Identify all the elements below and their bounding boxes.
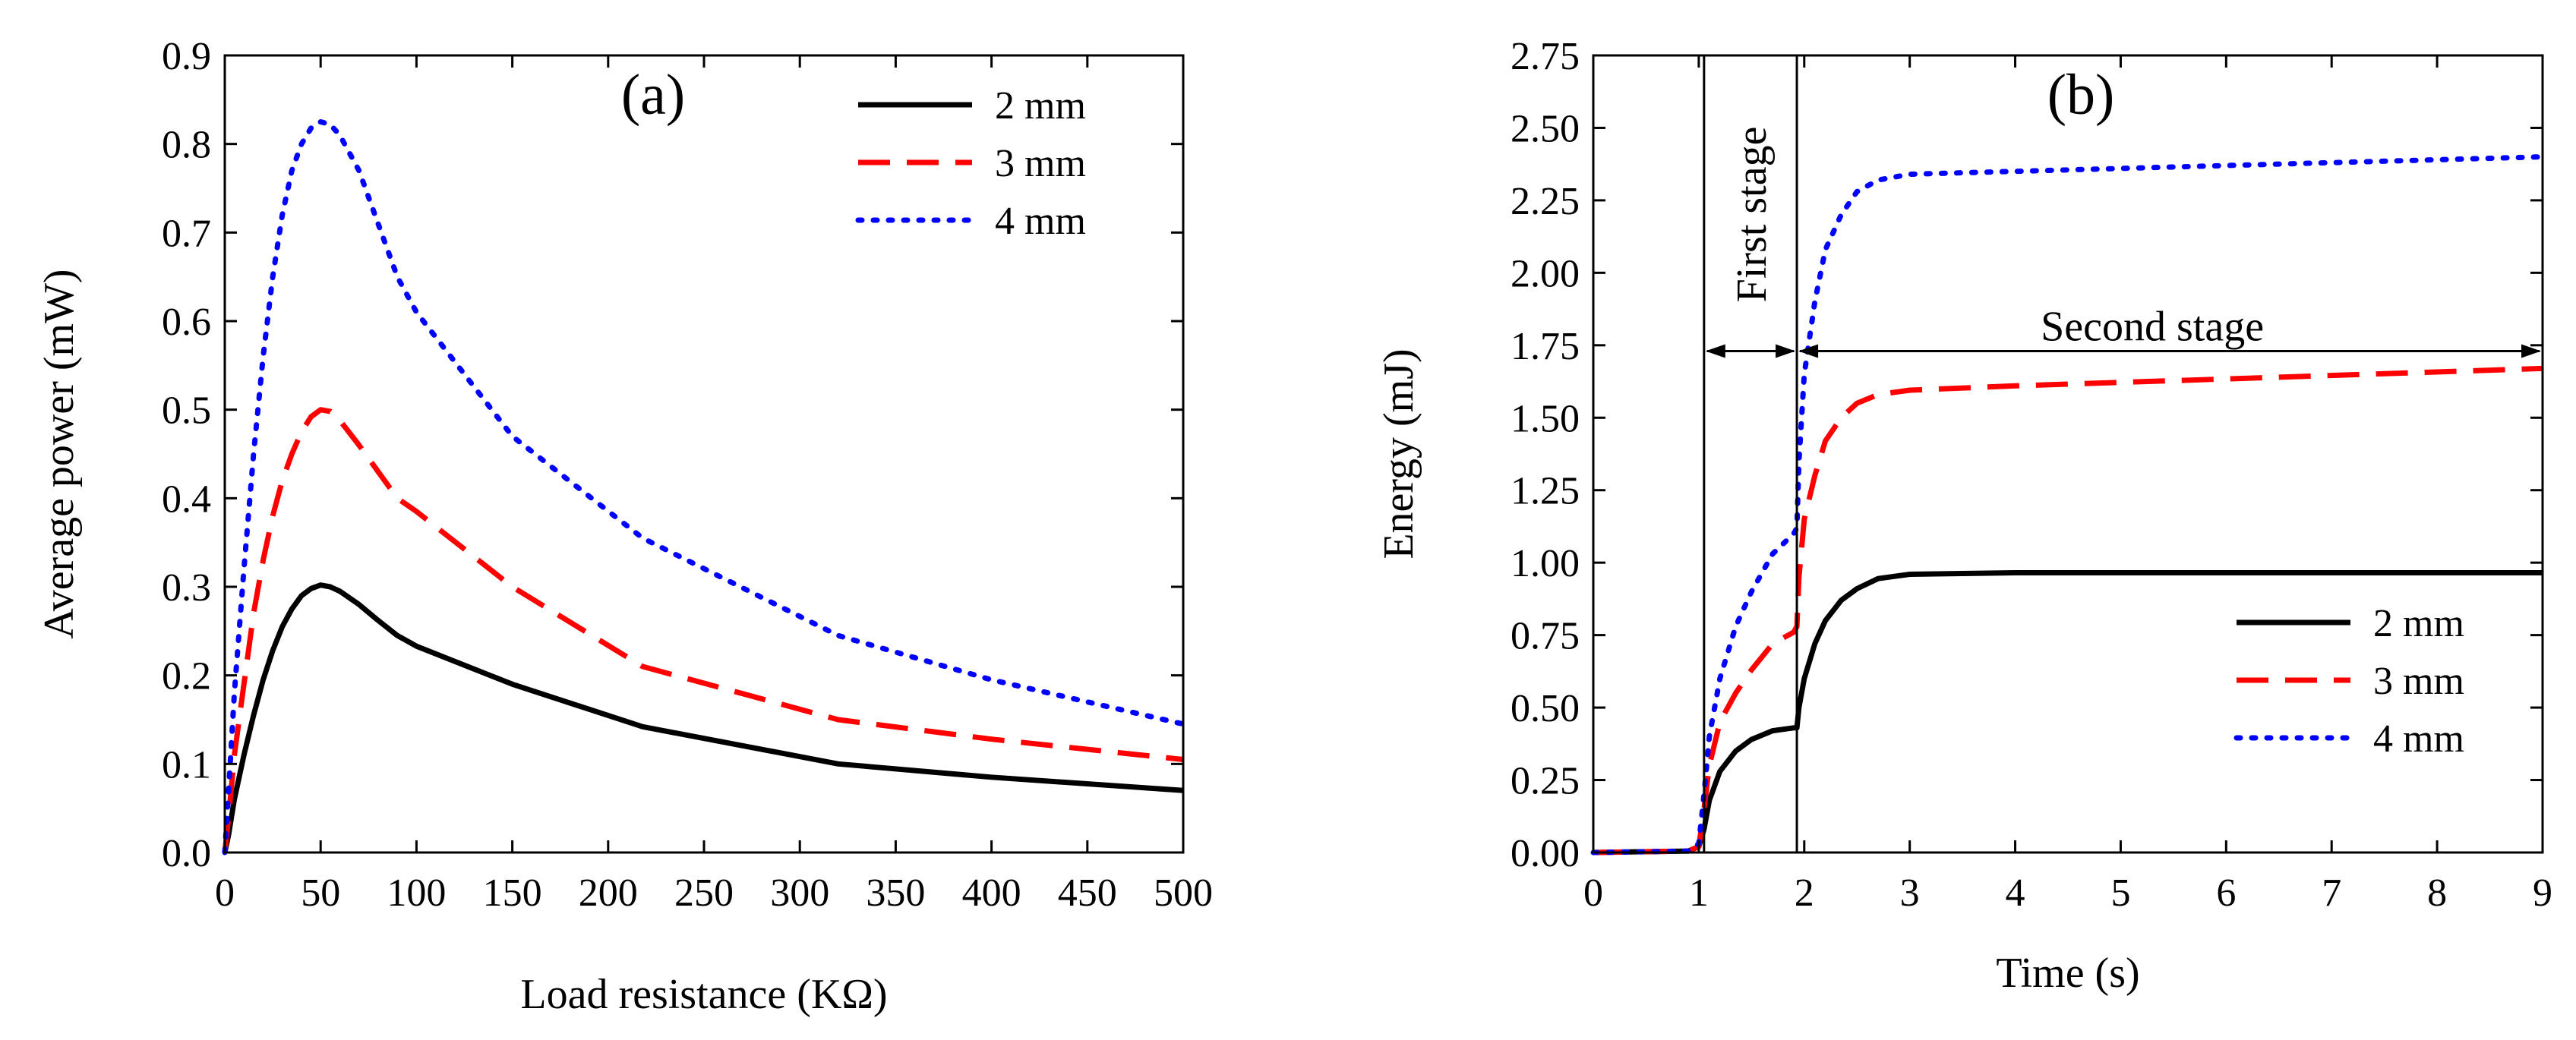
y-tick-label: 2.50 bbox=[1511, 107, 1580, 150]
y-tick-label: 2.25 bbox=[1511, 180, 1580, 223]
panel-b-x-axis-label: Time (s) bbox=[1996, 950, 2139, 997]
panel-a-label: (a) bbox=[621, 63, 685, 127]
y-tick-label: 0.2 bbox=[162, 655, 211, 698]
x-tick-label: 4 bbox=[2006, 871, 2025, 915]
x-tick-label: 50 bbox=[301, 871, 340, 915]
x-tick-label: 250 bbox=[674, 871, 734, 915]
x-tick-label: 1 bbox=[1689, 871, 1709, 915]
panel-b-stage-annotations: First stage Second stage bbox=[1703, 55, 2541, 852]
y-tick-label: 0.75 bbox=[1511, 615, 1580, 658]
y-tick-label: 2.00 bbox=[1511, 252, 1580, 295]
x-tick-label: 9 bbox=[2533, 871, 2552, 915]
x-tick-label: 6 bbox=[2216, 871, 2236, 915]
first-stage-label: First stage bbox=[1728, 127, 1776, 303]
y-tick-label: 0.6 bbox=[162, 301, 211, 344]
y-tick-label: 0.1 bbox=[162, 743, 211, 786]
x-tick-label: 150 bbox=[483, 871, 542, 915]
x-tick-label: 450 bbox=[1058, 871, 1117, 915]
y-tick-label: 0.9 bbox=[162, 35, 211, 78]
x-tick-label: 350 bbox=[866, 871, 925, 915]
y-tick-label: 1.75 bbox=[1511, 325, 1580, 368]
panel-b-chart: 0 1 2 3 4 5 6 7 8 9 0.00 0.25 0.50 0.75 1.00 1.25 1.50 1.… bbox=[1375, 35, 2552, 997]
arrowhead bbox=[1776, 344, 1796, 358]
x-tick-label: 200 bbox=[579, 871, 638, 915]
second-stage-label: Second stage bbox=[2041, 303, 2264, 350]
x-tick-label: 3 bbox=[1900, 871, 1920, 915]
panel-b-y-axis-label: Energy (mJ) bbox=[1375, 348, 1422, 559]
y-tick-label: 0.0 bbox=[162, 832, 211, 875]
arrowhead bbox=[2521, 344, 2541, 358]
arrowhead bbox=[1798, 344, 1819, 358]
series-line-4-mm bbox=[222, 119, 1186, 856]
x-tick-label: 500 bbox=[1154, 871, 1213, 915]
y-tick-label: 1.50 bbox=[1511, 397, 1580, 440]
x-tick-label: 5 bbox=[2110, 871, 2130, 915]
y-tick-label: 0.5 bbox=[162, 389, 211, 433]
x-tick-label: 100 bbox=[387, 871, 446, 915]
panel-b-plot-frame bbox=[1592, 54, 2544, 854]
y-tick-label: 0.8 bbox=[162, 124, 211, 167]
legend-label: 4 mm bbox=[2373, 717, 2464, 761]
x-tick-label: 7 bbox=[2322, 871, 2341, 915]
legend-label: 4 mm bbox=[995, 200, 1086, 243]
y-tick-label: 0.25 bbox=[1511, 760, 1580, 803]
series-line-2-mm bbox=[222, 582, 1184, 853]
x-tick-label: 0 bbox=[1583, 871, 1603, 915]
y-tick-label: 1.00 bbox=[1511, 542, 1580, 585]
y-tick-label: 0.7 bbox=[162, 212, 211, 255]
legend-label: 3 mm bbox=[995, 142, 1086, 185]
panel-b-label: (b) bbox=[2047, 63, 2115, 127]
x-tick-label: 0 bbox=[215, 871, 235, 915]
panel-b-legend: 2 mm 3 mm 4 mm bbox=[2233, 602, 2464, 761]
series-line-3-mm bbox=[222, 407, 1184, 853]
legend-label: 3 mm bbox=[2373, 660, 2464, 703]
x-tick-label: 2 bbox=[1795, 871, 1814, 915]
x-tick-label: 8 bbox=[2427, 871, 2447, 915]
y-tick-label: 0.3 bbox=[162, 566, 211, 610]
y-tick-label: 0.50 bbox=[1511, 687, 1580, 730]
legend-label: 2 mm bbox=[995, 84, 1086, 128]
y-tick-label: 0.00 bbox=[1511, 832, 1580, 875]
panel-a-y-axis-label: Average power (mW) bbox=[36, 269, 83, 638]
arrowhead bbox=[1705, 344, 1725, 358]
panel-a-chart: 0 50 100 150 200 250 300 350 400 450 500 0.0 0.1 0.2 0… bbox=[36, 35, 1213, 1018]
x-tick-label: 400 bbox=[962, 871, 1021, 915]
legend-label: 2 mm bbox=[2373, 602, 2464, 645]
panel-a-legend: 2 mm 3 mm 4 mm bbox=[855, 84, 1086, 243]
panel-a-x-axis-label: Load resistance (KΩ) bbox=[520, 971, 887, 1018]
y-tick-label: 0.4 bbox=[162, 477, 211, 521]
x-tick-label: 300 bbox=[770, 871, 829, 915]
y-tick-label: 1.25 bbox=[1511, 470, 1580, 513]
y-tick-label: 2.75 bbox=[1511, 35, 1580, 78]
